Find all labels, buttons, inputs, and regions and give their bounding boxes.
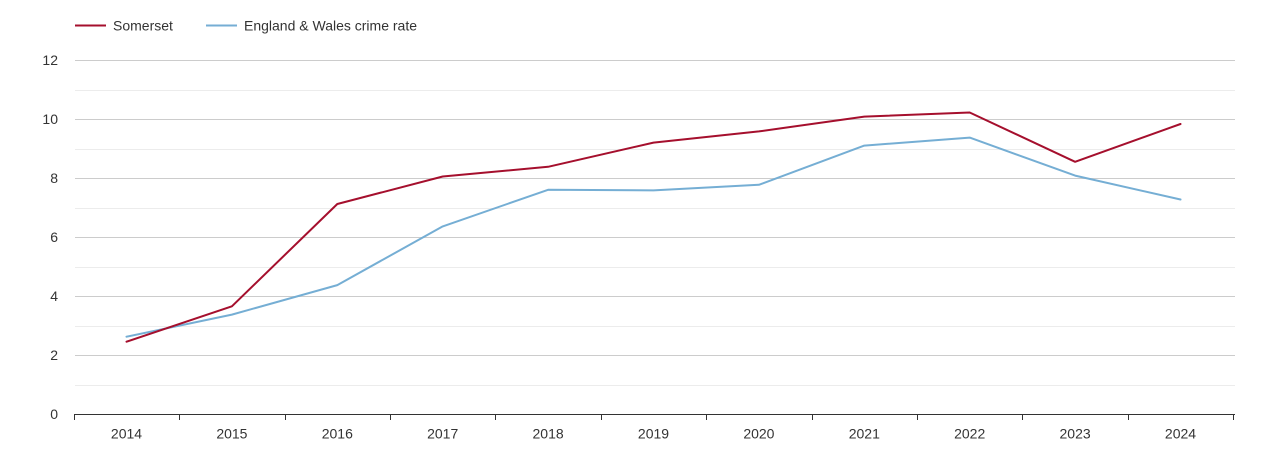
x-tick-label: 2024 bbox=[1165, 426, 1196, 442]
x-tick-label: 2020 bbox=[743, 426, 774, 442]
legend-item-somerset[interactable]: Somerset bbox=[75, 18, 173, 34]
legend-label-somerset: Somerset bbox=[113, 18, 173, 34]
y-tick-label: 2 bbox=[50, 347, 58, 363]
x-tick-label: 2016 bbox=[322, 426, 353, 442]
legend-label-england-wales: England & Wales crime rate bbox=[244, 18, 417, 34]
series-line-england-and-wales-crime-rate[interactable] bbox=[125, 136, 1182, 338]
legend-item-england-wales[interactable]: England & Wales crime rate bbox=[206, 18, 417, 34]
x-tick-label: 2023 bbox=[1060, 426, 1091, 442]
y-tick-label: 12 bbox=[42, 52, 58, 68]
x-tick-label: 2014 bbox=[111, 426, 142, 442]
series bbox=[125, 111, 1182, 343]
y-tick-label: 8 bbox=[50, 170, 58, 186]
series-line-somerset[interactable] bbox=[125, 111, 1182, 343]
y-tick-label: 6 bbox=[50, 229, 58, 245]
x-tick-label: 2022 bbox=[954, 426, 985, 442]
x-tick-label: 2015 bbox=[216, 426, 247, 442]
x-tick-label: 2021 bbox=[849, 426, 880, 442]
y-tick-label: 0 bbox=[50, 406, 58, 422]
x-tick-label: 2018 bbox=[533, 426, 564, 442]
y-tick-label: 10 bbox=[42, 111, 58, 127]
gridlines bbox=[75, 60, 1235, 386]
legend: Somerset England & Wales crime rate bbox=[75, 18, 417, 34]
axes: 0 2 4 6 8 10 12 2014 2015 2016 2017 2018 2019 2020 202… bbox=[42, 52, 1235, 442]
x-tick-label: 2019 bbox=[638, 426, 669, 442]
y-tick-label: 4 bbox=[50, 288, 58, 304]
x-tick-label: 2017 bbox=[427, 426, 458, 442]
